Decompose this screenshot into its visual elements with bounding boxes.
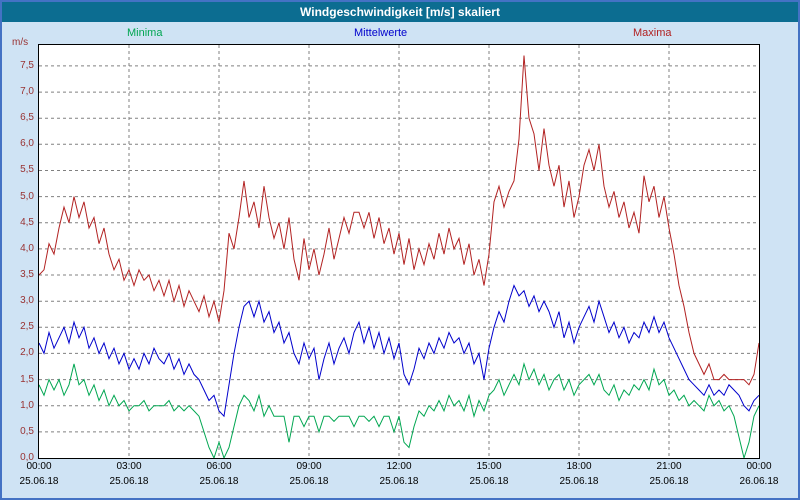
x-axis-date-label: 25.06.18 [649, 476, 689, 487]
x-axis-time-label: 21:00 [656, 461, 682, 472]
x-axis-date-label: 25.06.18 [109, 476, 149, 487]
x-axis-time-label: 00:00 [746, 461, 772, 472]
x-axis-date-label: 25.06.18 [199, 476, 239, 487]
window-title: Windgeschwindigkeit [m/s] skaliert [300, 5, 500, 19]
y-axis-tick-label: 6,5 [20, 112, 34, 124]
y-axis-tick-label: 2,0 [20, 347, 34, 359]
y-axis-unit-label: m/s [12, 37, 29, 48]
y-axis-tick-label: 6,0 [20, 138, 34, 150]
plot-area [38, 44, 760, 459]
y-axis-tick-label: 3,5 [20, 269, 34, 281]
y-axis-tick-label: 0,5 [20, 425, 34, 437]
y-axis-tick-label: 5,5 [20, 164, 34, 176]
y-axis-tick-label: 3,0 [20, 295, 34, 307]
chart-canvas [39, 45, 759, 458]
x-axis-time-label: 03:00 [116, 461, 142, 472]
y-axis-tick-label: 1,0 [20, 399, 34, 411]
y-axis-tick-label: 0,0 [20, 452, 34, 463]
x-axis-time-label: 09:00 [296, 461, 322, 472]
y-axis-tick-label: 1,5 [20, 373, 34, 385]
x-axis-time-label: 00:00 [26, 461, 52, 472]
series-line-minima [39, 362, 759, 458]
legend-minima-label: Minima [127, 27, 163, 39]
x-axis-date-label: 25.06.18 [559, 476, 599, 487]
y-axis-tick-label: 2,5 [20, 321, 34, 333]
series-line-maxima [39, 55, 759, 386]
x-axis-time-label: 06:00 [206, 461, 232, 472]
y-axis-tick-label: 4,0 [20, 242, 34, 254]
x-axis-time-label: 18:00 [566, 461, 592, 472]
x-axis-date-label: 25.06.18 [469, 476, 509, 487]
y-axis-tick-label: 7,0 [20, 86, 34, 98]
x-axis-date-label: 25.06.18 [289, 476, 329, 487]
title-bar: Windgeschwindigkeit [m/s] skaliert [2, 2, 798, 22]
x-axis-time-label: 12:00 [386, 461, 412, 472]
series-line-mittelwerte [39, 284, 759, 418]
y-axis-tick-label: 4,5 [20, 216, 34, 228]
y-axis-tick-label: 7,5 [20, 59, 34, 71]
legend-mittelwerte-label: Mittelwerte [354, 27, 408, 39]
x-axis-date-label: 25.06.18 [19, 476, 59, 487]
x-axis-date-label: 25.06.18 [379, 476, 419, 487]
x-axis-date-label: 26.06.18 [739, 476, 779, 487]
x-axis-time-label: 15:00 [476, 461, 502, 472]
legend-maxima-label: Maxima [633, 27, 672, 39]
y-axis-tick-label: 5,0 [20, 190, 34, 202]
